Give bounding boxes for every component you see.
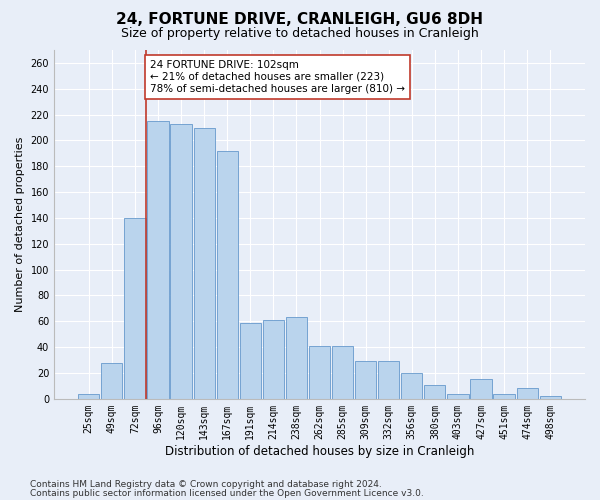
- Bar: [355, 362, 376, 399]
- X-axis label: Distribution of detached houses by size in Cranleigh: Distribution of detached houses by size …: [165, 444, 474, 458]
- Bar: [239, 322, 261, 399]
- Bar: [332, 346, 353, 399]
- Bar: [101, 362, 122, 399]
- Text: Contains public sector information licensed under the Open Government Licence v3: Contains public sector information licen…: [30, 489, 424, 498]
- Text: Size of property relative to detached houses in Cranleigh: Size of property relative to detached ho…: [121, 28, 479, 40]
- Text: Contains HM Land Registry data © Crown copyright and database right 2024.: Contains HM Land Registry data © Crown c…: [30, 480, 382, 489]
- Bar: [309, 346, 330, 399]
- Bar: [470, 380, 491, 399]
- Bar: [401, 373, 422, 399]
- Bar: [78, 394, 100, 399]
- Bar: [539, 396, 561, 399]
- Bar: [148, 121, 169, 399]
- Y-axis label: Number of detached properties: Number of detached properties: [15, 136, 25, 312]
- Bar: [517, 388, 538, 399]
- Bar: [124, 218, 146, 399]
- Bar: [170, 124, 191, 399]
- Bar: [286, 318, 307, 399]
- Bar: [194, 128, 215, 399]
- Bar: [424, 384, 445, 399]
- Bar: [263, 320, 284, 399]
- Bar: [493, 394, 515, 399]
- Text: 24, FORTUNE DRIVE, CRANLEIGH, GU6 8DH: 24, FORTUNE DRIVE, CRANLEIGH, GU6 8DH: [116, 12, 484, 28]
- Bar: [448, 394, 469, 399]
- Bar: [217, 151, 238, 399]
- Bar: [378, 362, 400, 399]
- Text: 24 FORTUNE DRIVE: 102sqm
← 21% of detached houses are smaller (223)
78% of semi-: 24 FORTUNE DRIVE: 102sqm ← 21% of detach…: [150, 60, 405, 94]
